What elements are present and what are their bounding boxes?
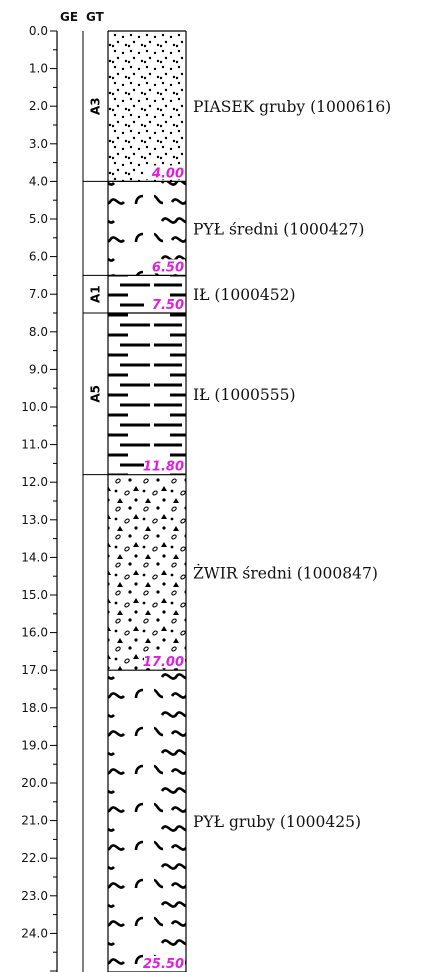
depth-tick-label: 8.0 (29, 325, 48, 339)
header-ge: GE (60, 10, 78, 24)
depth-tick-label: 2.0 (29, 99, 48, 113)
depth-tick-label: 20.0 (21, 776, 48, 790)
depth-tick-label: 1.0 (29, 62, 48, 76)
depth-tick-label: 6.0 (29, 250, 48, 264)
depth-tick-label: 11.0 (21, 438, 48, 452)
layer-bottom-depth: 11.80 (143, 460, 184, 475)
layer-description: IŁ (1000555) (193, 386, 296, 404)
depth-tick-label: 23.0 (21, 889, 48, 903)
depth-tick-label: 21.0 (21, 814, 48, 828)
depth-tick-label: 14.0 (21, 550, 48, 564)
bottom-label-bg (144, 458, 185, 473)
depth-tick-label: 0.0 (29, 24, 48, 38)
layer-bottom-depth: 4.00 (151, 166, 184, 181)
depth-tick-label: 5.0 (29, 212, 48, 226)
depth-tick-label: 24.0 (21, 926, 48, 940)
bottom-label-bg (144, 259, 185, 274)
layer-sand: 4.00 PIASEK gruby (1000616) (108, 31, 391, 182)
layer-silt: 25.50 PYŁ gruby (1000425) (108, 670, 361, 972)
layer-description: ŻWIR średni (1000847) (193, 564, 378, 582)
layer-description: PIASEK gruby (1000616) (193, 98, 391, 116)
layer-clay: 11.80 IŁ (1000555) (108, 313, 296, 476)
depth-tick-label: 12.0 (21, 475, 48, 489)
layer-fill-silt (108, 670, 186, 972)
layer-clay: 7.50 IŁ (1000452) (108, 275, 296, 314)
bottom-label-bg (144, 956, 185, 970)
depth-tick-label: 18.0 (21, 701, 48, 715)
geotechnical-units-column: A3 A1 A5 (82, 31, 108, 972)
depth-tick-label: 4.0 (29, 174, 48, 188)
layer-fill-sand (108, 31, 186, 182)
layer-fill-gravel (108, 474, 186, 671)
depth-tick-label: 17.0 (21, 663, 48, 677)
layer-bottom-depth: 6.50 (152, 260, 184, 275)
layer-bottom-depth: 17.00 (143, 655, 184, 670)
layer-description: IŁ (1000452) (193, 286, 296, 304)
layer-fill-clay (108, 313, 186, 475)
bottom-label-bg (144, 297, 185, 311)
depth-tick-label: 13.0 (21, 513, 48, 527)
depth-tick-label: 3.0 (29, 137, 48, 151)
layer-gravel: 17.00 ŻWIR średni (1000847) (108, 474, 378, 671)
bottom-label-bg (144, 654, 185, 669)
depth-tick-label: 10.0 (21, 400, 48, 414)
depth-tick-label: 7.0 (29, 287, 48, 301)
layer-silt: 6.50 PYŁ średni (1000427) (108, 181, 364, 276)
depth-axis: 0.0 1.0 2.0 3.0 4.0 5.0 6.0 7.0 8.0 9.0 10.0 11.0 12… (21, 24, 58, 972)
header-gt: GT (86, 10, 105, 24)
depth-tick-label: 15.0 (21, 588, 48, 602)
lithology-column: 4.00 PIASEK gruby (1000616) 6.50 PYŁ średni… (107, 30, 391, 972)
geo-unit-label: A3 (89, 97, 103, 115)
bottom-label-bg (144, 165, 185, 180)
geo-unit-label: A5 (89, 385, 103, 403)
depth-tick-label: 16.0 (21, 626, 48, 640)
layer-bottom-depth: 7.50 (152, 298, 184, 313)
layer-bottom-depth: 25.50 (143, 957, 184, 972)
depth-tick-label: 9.0 (29, 362, 48, 376)
layer-description: PYŁ średni (1000427) (193, 220, 364, 238)
depth-tick-label: 22.0 (21, 851, 48, 865)
geo-unit-label: A1 (89, 285, 103, 303)
layer-description: PYŁ gruby (1000425) (193, 813, 361, 831)
depth-tick-label: 19.0 (21, 738, 48, 752)
